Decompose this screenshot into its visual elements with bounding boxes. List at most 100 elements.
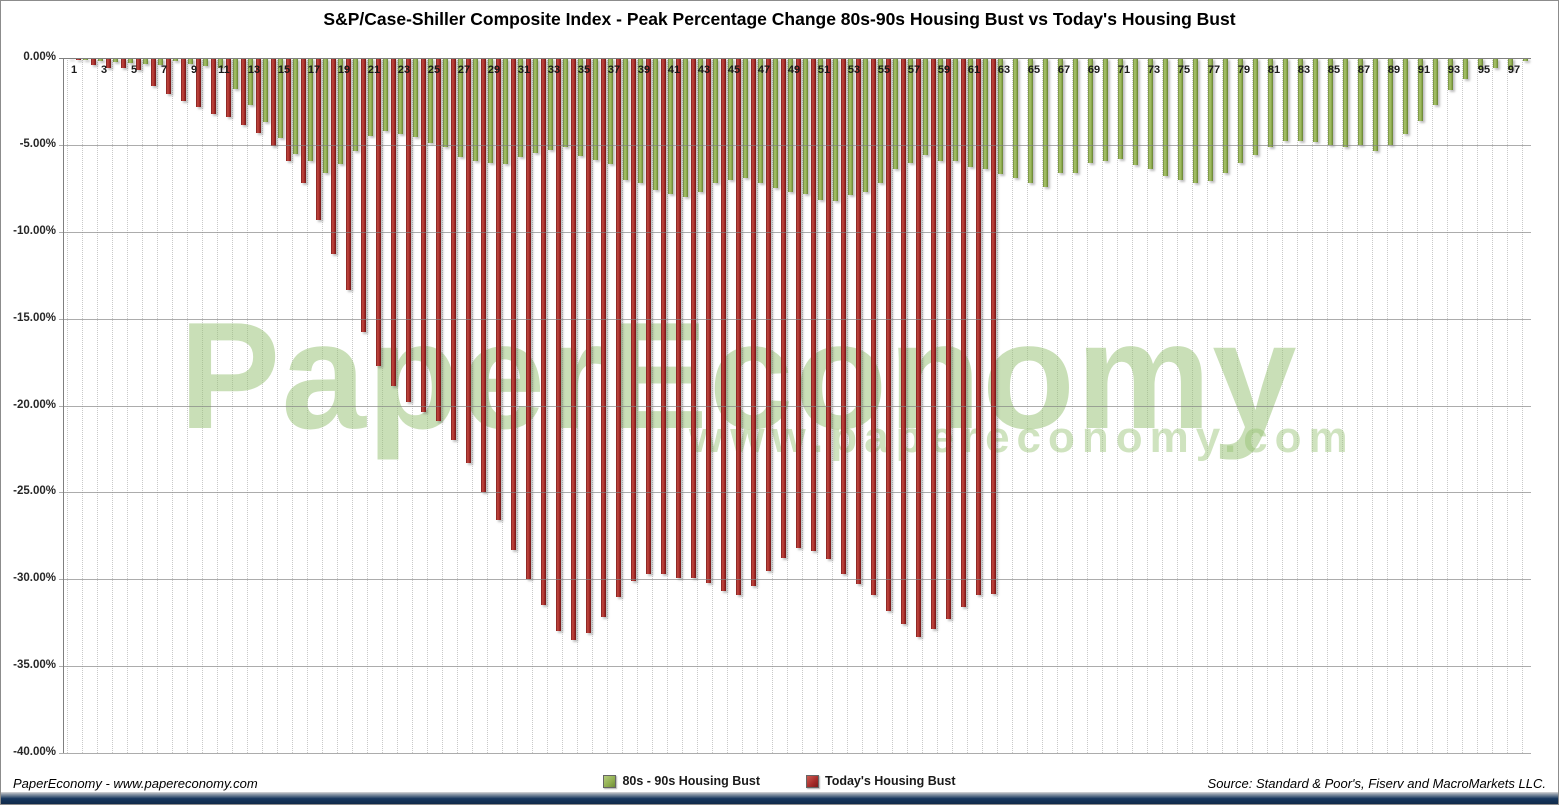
green-bar [637,58,643,184]
green-bar [292,58,298,154]
x-axis-tick-label: 65 [1027,64,1041,76]
green-bar [757,58,763,184]
red-bar [255,58,261,133]
horizontal-gridline [59,405,1531,407]
red-bar [990,58,996,595]
red-bar [795,58,801,548]
green-bar [1057,58,1063,173]
green-bar [127,58,133,64]
green-bar [1387,58,1393,145]
red-bar [390,58,396,386]
x-axis-tick-label: 81 [1267,64,1281,76]
red-bar [975,58,981,595]
red-bar [570,58,576,641]
red-bar [105,58,111,68]
green-bar [367,58,373,137]
red-bar [300,58,306,184]
red-bar [240,58,246,125]
green-bar [907,58,913,164]
horizontal-gridline [59,492,1531,494]
footer-brand: PaperEconomy - www.papereconomy.com [13,776,258,791]
green-bar [1177,58,1183,180]
green-bar [1432,58,1438,105]
x-axis-tick-label: 67 [1057,64,1071,76]
x-axis-tick-label: 37 [607,64,621,76]
x-axis-tick-label: 1 [70,64,78,76]
green-swatch-icon [603,774,617,788]
red-bar [465,58,471,463]
green-bar [817,58,823,200]
y-axis-tick-label: -35.00% [13,659,56,672]
red-bar [930,58,936,629]
y-axis-tick-label: -40.00% [13,746,56,758]
x-axis-tick-label: 97 [1507,64,1521,76]
green-bar [157,58,163,65]
x-axis-tick-label: 35 [577,64,591,76]
red-bar [615,58,621,597]
red-bar [885,58,891,611]
red-bar [915,58,921,637]
red-bar [135,58,141,71]
green-bar [1342,58,1348,147]
chart-title: S&P/Case-Shiller Composite Index - Peak … [323,9,1236,29]
y-axis-tick-label: -10.00% [13,224,56,237]
green-bar [232,58,238,90]
horizontal-gridline [59,231,1531,233]
legend: 80s - 90s Housing Bust Today's Housing B… [1,774,1558,788]
x-axis-tick-label: 63 [997,64,1011,76]
red-bar [810,58,816,552]
x-axis-tick-label: 13 [247,64,261,76]
green-bar [1507,58,1513,71]
green-bar [997,58,1003,175]
red-bar [540,58,546,606]
green-bar [1312,58,1318,143]
green-bar [1402,58,1408,134]
green-bar [457,58,463,158]
red-swatch-icon [806,774,819,788]
red-bar [165,58,171,94]
green-bar [802,58,808,194]
green-bar [832,58,838,202]
green-bar [247,58,253,105]
x-axis-tick-label: 21 [367,64,381,76]
green-bar [382,58,388,131]
green-bar [607,58,613,164]
x-axis-tick-label: 15 [277,64,291,76]
green-bar [112,58,118,63]
green-bar [847,58,853,196]
green-bar [487,58,493,164]
red-bar [945,58,951,620]
horizontal-gridline [59,144,1531,146]
green-bar [562,58,568,147]
x-axis-tick-label: 45 [727,64,741,76]
green-bar [142,58,148,65]
horizontal-gridline [59,579,1531,581]
x-axis-tick-label: 19 [337,64,351,76]
red-bar [450,58,456,441]
green-bar [1147,58,1153,170]
green-bar [1087,58,1093,164]
green-bar [1282,58,1288,142]
red-bar [225,58,231,118]
green-bar [922,58,928,156]
x-axis-tick-label: 73 [1147,64,1161,76]
red-bar [90,58,96,65]
green-bar [592,58,598,160]
x-axis-tick-label: 25 [427,64,441,76]
x-axis-tick-label: 89 [1387,64,1401,76]
green-bar [1042,58,1048,187]
red-bar [765,58,771,571]
red-bar [825,58,831,560]
red-bar [645,58,651,575]
horizontal-gridline [59,58,1531,59]
green-bar [352,58,358,151]
red-bar [195,58,201,107]
x-axis-tick-label: 69 [1087,64,1101,76]
green-bar [1012,58,1018,178]
green-bar [952,58,958,161]
green-bar [532,58,538,153]
x-axis-tick-label: 51 [817,64,831,76]
green-bar [787,58,793,192]
red-bar [960,58,966,608]
red-bar [870,58,876,595]
